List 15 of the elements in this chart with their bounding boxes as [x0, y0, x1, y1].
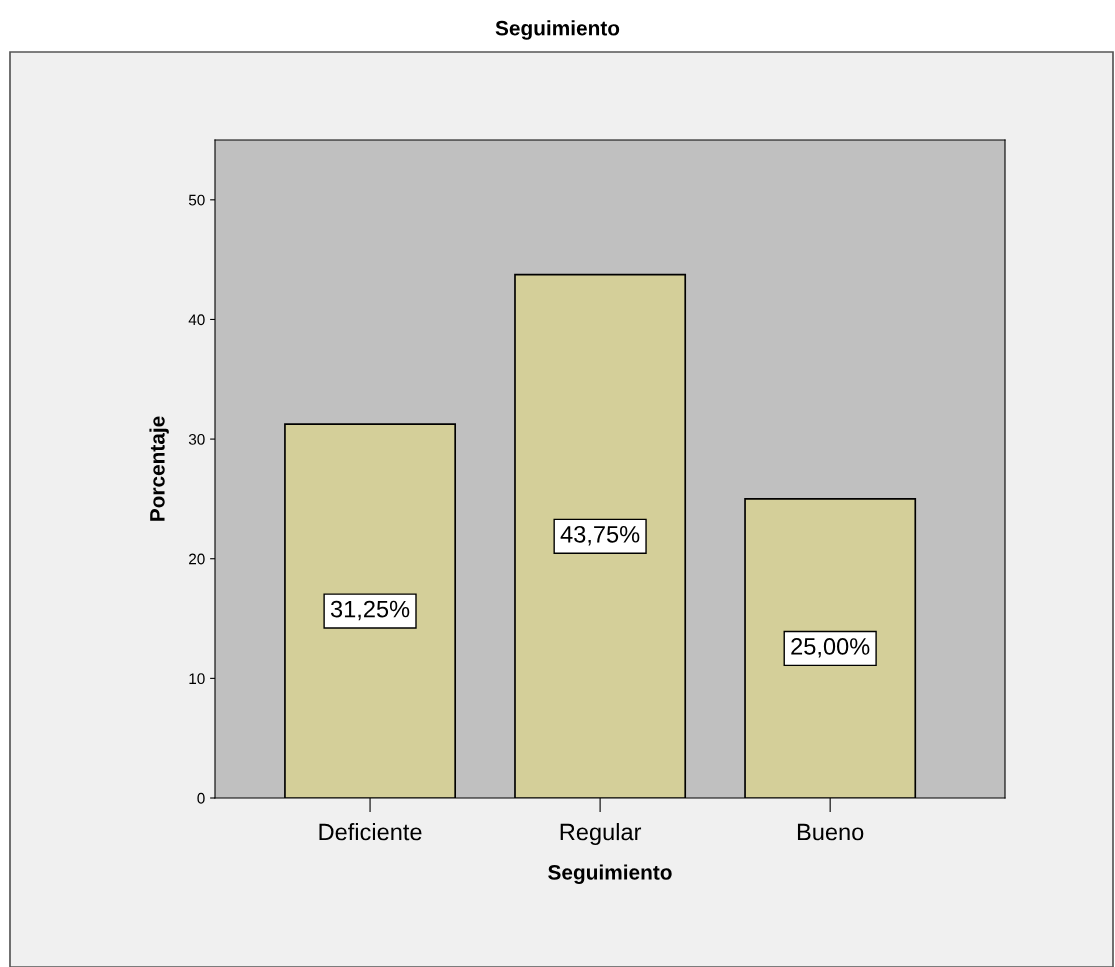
x-tick-label: Deficiente: [319, 823, 422, 841]
y-tick-label: 50: [188, 194, 205, 206]
y-tick-label: 10: [189, 673, 205, 685]
y-tick-label: 0: [197, 792, 205, 804]
x-tick-label: Regular: [560, 823, 642, 846]
y-tick-label: 30: [188, 433, 205, 445]
data-label: 25,00%: [791, 638, 870, 658]
y-tick-label: 20: [189, 553, 205, 565]
x-axis-title: Seguimiento: [548, 864, 672, 884]
x-tick-label: Bueno: [797, 823, 864, 841]
data-label: 31,25%: [330, 600, 410, 621]
data-label: 43,75%: [560, 525, 640, 546]
y-tick-label: 40: [188, 314, 205, 326]
chart-title: Seguimiento: [495, 20, 620, 40]
y-axis-title: Porcentaje: [149, 416, 169, 521]
